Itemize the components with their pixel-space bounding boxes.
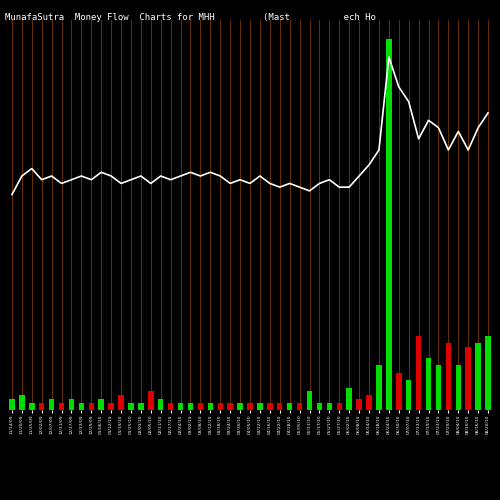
Bar [307, 392, 312, 410]
Text: MunafaSutra  Money Flow  Charts for MHH         (Mast          ech Ho: MunafaSutra Money Flow Charts for MHH (M… [5, 12, 376, 22]
Bar [297, 402, 302, 410]
Bar [476, 343, 481, 410]
Bar [198, 402, 203, 410]
Bar [436, 366, 441, 410]
Bar [218, 402, 223, 410]
Bar [148, 392, 154, 410]
Bar [228, 402, 233, 410]
Bar [19, 395, 24, 410]
Bar [158, 399, 164, 410]
Bar [39, 402, 44, 410]
Bar [59, 402, 64, 410]
Bar [128, 402, 134, 410]
Bar [426, 358, 432, 410]
Bar [406, 380, 411, 410]
Bar [108, 402, 114, 410]
Bar [466, 347, 471, 410]
Bar [188, 402, 193, 410]
Bar [396, 373, 402, 410]
Bar [178, 402, 184, 410]
Bar [78, 402, 84, 410]
Bar [88, 402, 94, 410]
Bar [287, 402, 292, 410]
Bar [376, 366, 382, 410]
Bar [49, 399, 54, 410]
Bar [29, 402, 34, 410]
Bar [208, 402, 213, 410]
Bar [238, 402, 243, 410]
Bar [267, 402, 272, 410]
Bar [257, 402, 262, 410]
Bar [98, 399, 104, 410]
Bar [356, 399, 362, 410]
Bar [248, 402, 252, 410]
Bar [416, 336, 422, 410]
Bar [138, 402, 143, 410]
Bar [386, 38, 392, 410]
Bar [326, 402, 332, 410]
Bar [118, 395, 124, 410]
Bar [168, 402, 173, 410]
Bar [68, 399, 74, 410]
Bar [316, 402, 322, 410]
Bar [336, 402, 342, 410]
Bar [456, 366, 461, 410]
Bar [9, 399, 15, 410]
Bar [446, 343, 451, 410]
Bar [277, 402, 282, 410]
Bar [486, 336, 491, 410]
Bar [346, 388, 352, 410]
Bar [366, 395, 372, 410]
